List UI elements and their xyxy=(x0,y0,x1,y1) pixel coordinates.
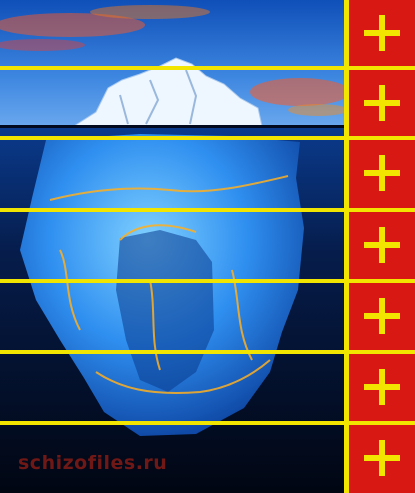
plus-icon xyxy=(364,227,400,263)
watermark: schizofiles.ru xyxy=(18,452,168,474)
plus-icon xyxy=(364,369,400,405)
level-divider xyxy=(0,136,415,140)
expand-level-4-button[interactable] xyxy=(349,212,415,278)
water-line xyxy=(0,125,346,128)
plus-icon xyxy=(364,155,400,191)
level-divider xyxy=(0,66,415,70)
level-divider xyxy=(0,350,415,354)
plus-icon xyxy=(364,298,400,334)
level-divider xyxy=(0,208,415,212)
expand-level-3-button[interactable] xyxy=(349,140,415,206)
red-clouds xyxy=(0,5,346,116)
iceberg-illustration xyxy=(0,0,346,493)
expand-level-6-button[interactable] xyxy=(349,354,415,420)
sidebar-divider xyxy=(344,0,349,493)
iceberg-tip xyxy=(72,57,263,127)
plus-icon xyxy=(364,15,400,51)
expand-level-2-button[interactable] xyxy=(349,70,415,136)
expand-level-7-button[interactable] xyxy=(349,425,415,491)
expand-level-5-button[interactable] xyxy=(349,283,415,349)
plus-icon xyxy=(364,85,400,121)
plus-icon xyxy=(364,440,400,476)
level-divider xyxy=(0,421,415,425)
expand-level-1-button[interactable] xyxy=(349,0,415,66)
level-divider xyxy=(0,279,415,283)
